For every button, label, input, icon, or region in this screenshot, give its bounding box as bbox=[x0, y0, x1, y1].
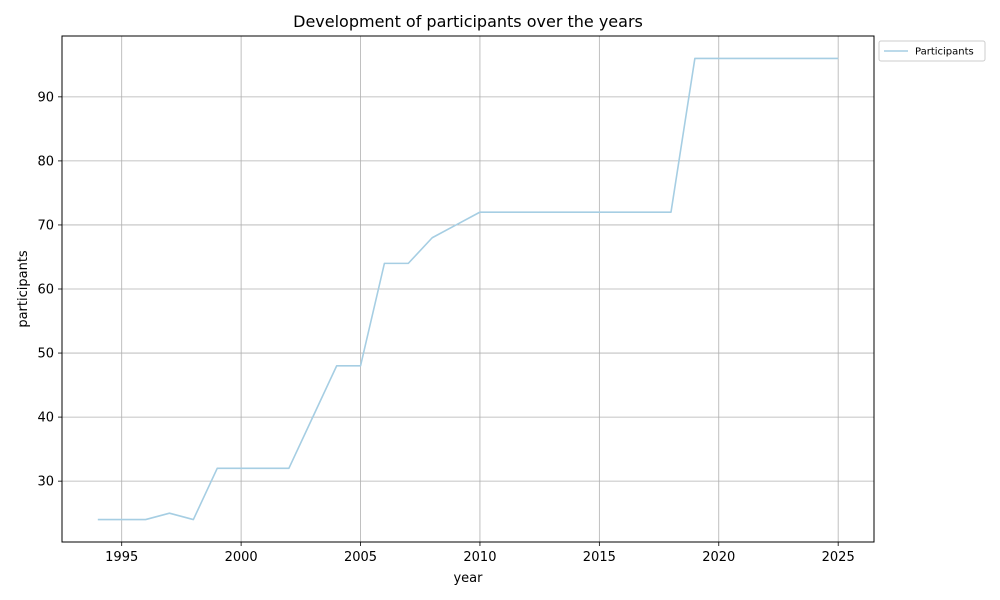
series-line-participants bbox=[97, 57, 839, 521]
y-tick-label: 80 bbox=[37, 154, 54, 169]
x-tick-label: 2025 bbox=[822, 550, 855, 565]
legend: Participants bbox=[878, 40, 986, 62]
x-tick-label: 2020 bbox=[702, 550, 735, 565]
x-tick-label: 2005 bbox=[344, 550, 377, 565]
grid-layer bbox=[62, 36, 874, 542]
y-tick-label: 60 bbox=[37, 283, 54, 298]
y-axis-title: participants bbox=[16, 250, 31, 328]
y-tick-label: 70 bbox=[37, 218, 54, 233]
x-tick-label: 2010 bbox=[463, 550, 496, 565]
x-tick-label: 2000 bbox=[225, 550, 258, 565]
y-tick-label: 30 bbox=[37, 475, 54, 490]
legend-label-participants: Participants bbox=[915, 47, 974, 58]
chart-title: Development of participants over the yea… bbox=[293, 12, 643, 31]
y-axis: 30 40 50 60 70 80 90 bbox=[37, 90, 62, 490]
y-tick-label: 50 bbox=[37, 347, 54, 362]
x-axis: 1995 2000 2005 2010 2015 2020 2025 bbox=[105, 542, 855, 565]
x-tick-label: 2015 bbox=[583, 550, 616, 565]
y-tick-label: 90 bbox=[37, 90, 54, 105]
x-axis-title: year bbox=[453, 571, 483, 586]
y-tick-label: 40 bbox=[37, 411, 54, 426]
x-tick-label: 1995 bbox=[105, 550, 138, 565]
series-layer bbox=[97, 57, 839, 521]
legend-box bbox=[878, 40, 986, 62]
